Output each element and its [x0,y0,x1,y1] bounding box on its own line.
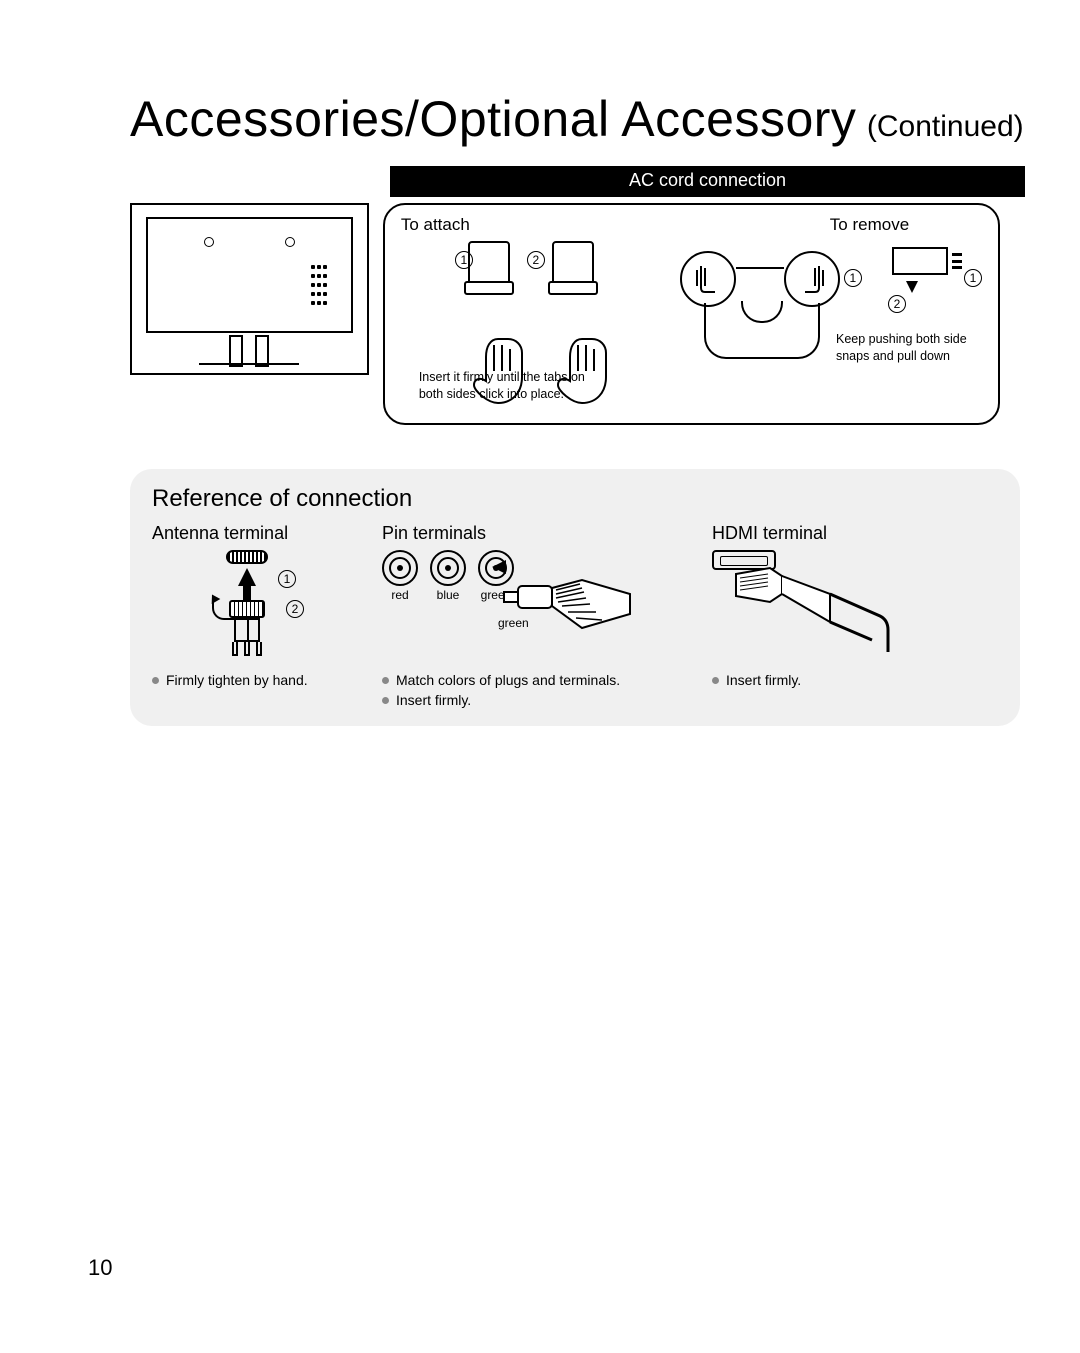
cord-clip-icon [552,241,594,291]
hdmi-column: HDMI terminal Insert firmly. [712,523,992,708]
cord-clip-icon [468,241,510,291]
pins-note-2: Insert firmly. [382,692,702,708]
pin-label-red: red [382,588,418,602]
page: Accessories/Optional Accessory (Continue… [0,0,1080,1353]
step-2-badge: 2 [527,251,545,269]
arrow-up-icon [238,568,256,586]
title-continued: (Continued) [867,110,1024,143]
attach-column: To attach 1 2 [401,215,680,411]
antenna-heading: Antenna terminal [152,523,372,544]
rca-jack-icon [382,550,418,586]
pins-column: Pin terminals red blue green [382,523,702,708]
coax-connector-icon [234,618,260,642]
attach-heading: To attach [401,215,680,235]
reference-columns: Antenna terminal 1 2 Firmly tighten b [152,523,998,708]
tv-stand-icon [199,363,299,375]
step-2-badge: 2 [888,295,906,313]
rca-jack-icon [430,550,466,586]
pins-heading: Pin terminals [382,523,702,544]
mount-hole-icon [204,237,214,247]
snap-left-icon [680,251,736,307]
remove-column: To remove [680,215,982,411]
page-title: Accessories/Optional Accessory (Continue… [130,90,1000,148]
ac-section-heading: AC cord connection [390,166,1025,197]
rotate-arrow-icon [212,598,234,620]
snap-right-icon [784,251,840,307]
cable-color-label: green [498,616,529,630]
step-1-badge: 1 [844,269,862,287]
antenna-port-icon [226,550,268,564]
connector-panel-icon [311,265,341,325]
hdmi-illustration [712,550,992,668]
attach-remove-box: To attach 1 2 [383,203,1000,425]
arrow-down-icon [906,281,918,293]
tv-rear-illustration [130,203,369,375]
coax-nut-icon [229,600,265,618]
antenna-illustration: 1 2 [152,550,372,668]
connector-line-icon [736,267,784,269]
step-2-badge: 2 [286,600,304,618]
tv-screen-outline [146,217,353,333]
pin-label-blue: blue [430,588,466,602]
hdmi-plug-icon [730,566,890,656]
mount-hole-icon [285,237,295,247]
ac-plug-icon [848,245,968,323]
remove-caption: Keep pushing both side snaps and pull do… [836,331,976,365]
arrow-left-icon [492,560,506,574]
step-1-badge: 1 [964,269,982,287]
reference-box: Reference of connection Antenna terminal… [130,469,1020,726]
attach-caption: Insert it firmly until the tabs on both … [419,369,599,403]
hdmi-note: Insert firmly. [712,672,992,688]
page-number: 10 [88,1255,112,1281]
cord-loop-icon [741,301,783,323]
remove-heading: To remove [830,215,982,235]
antenna-column: Antenna terminal 1 2 Firmly tighten b [152,523,372,708]
ac-cord-section: To attach 1 2 [130,203,1000,425]
hdmi-heading: HDMI terminal [712,523,992,544]
step-1-badge: 1 [278,570,296,588]
pins-illustration: red blue green [382,550,702,668]
title-main: Accessories/Optional Accessory [130,91,856,147]
antenna-note: Firmly tighten by hand. [152,672,372,688]
reference-title: Reference of connection [152,485,998,513]
pins-note-1: Match colors of plugs and terminals. [382,672,702,688]
cord-bracket-icon [704,303,820,359]
